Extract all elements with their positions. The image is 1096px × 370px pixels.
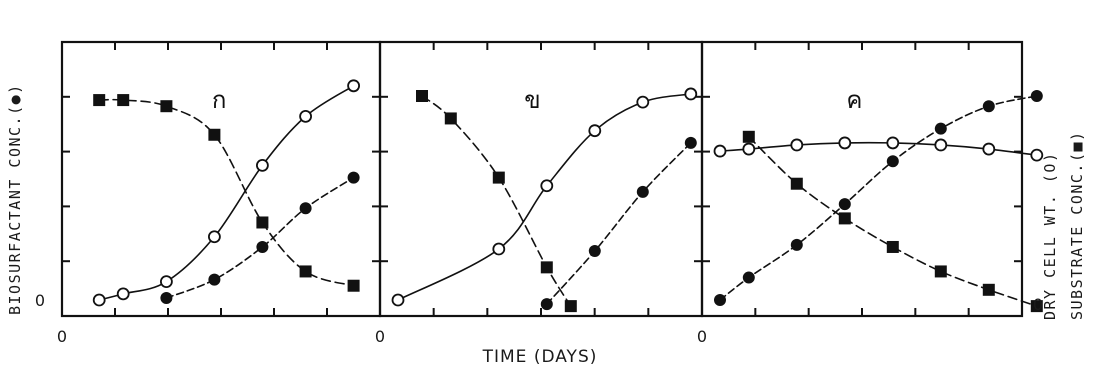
data-point-open-circle	[742, 142, 756, 156]
data-point-filled-circle	[982, 100, 995, 113]
data-point-open-circle	[540, 179, 554, 193]
data-point-open-circle	[636, 95, 650, 109]
data-point-open-circle	[684, 87, 698, 101]
data-point-open-circle	[255, 158, 269, 172]
data-point-open-circle	[159, 275, 173, 289]
data-point-open-circle	[588, 124, 602, 138]
series-line-open-circle	[98, 85, 355, 301]
data-point-open-circle	[207, 230, 221, 244]
data-point-open-circle	[934, 138, 948, 152]
data-point-open-circle	[982, 142, 996, 156]
data-point-square	[982, 283, 995, 296]
data-point-square	[886, 240, 899, 253]
data-point-open-circle	[838, 136, 852, 150]
data-point-square	[838, 212, 851, 225]
data-point-open-circle	[116, 287, 130, 301]
x-origin-label: 0	[375, 327, 385, 346]
series-line-filled-circle	[719, 95, 1038, 301]
data-point-filled-circle	[636, 185, 649, 198]
panel-frame	[60, 40, 382, 318]
y-origin-label-right: 0	[1033, 295, 1043, 314]
data-point-open-circle	[713, 144, 727, 158]
data-point-filled-circle	[886, 155, 899, 168]
panel-label: ข	[524, 86, 540, 114]
data-point-square	[160, 100, 173, 113]
series-line-filled-square	[421, 95, 572, 307]
data-point-filled-circle	[588, 245, 601, 258]
data-point-filled-circle	[256, 240, 269, 253]
data-point-filled-circle	[347, 171, 360, 184]
data-point-open-circle	[347, 79, 361, 93]
x-origin-label: 0	[57, 327, 67, 346]
data-point-open-circle	[92, 293, 106, 307]
data-point-square	[416, 90, 428, 102]
data-point-square	[540, 261, 553, 274]
data-point-square	[208, 128, 221, 141]
data-point-filled-circle	[684, 136, 697, 149]
data-point-filled-circle	[160, 291, 173, 304]
data-point-filled-circle	[299, 202, 312, 215]
data-point-square	[564, 300, 577, 313]
data-point-square	[444, 112, 457, 125]
y-origin-label-left: 0	[35, 291, 45, 310]
panel-1: 0ก	[57, 40, 382, 346]
data-point-filled-circle	[790, 238, 803, 251]
data-point-square	[117, 94, 130, 107]
x-axis-label: TIME (DAYS)	[482, 347, 598, 367]
series-line-filled-square	[98, 98, 355, 287]
data-point-square	[299, 265, 312, 278]
y-axis-label-left: BIOSURFACTANT CONC.(●)	[6, 83, 24, 315]
data-point-open-circle	[790, 138, 804, 152]
panel-frame	[378, 40, 704, 318]
data-point-filled-circle	[838, 198, 851, 211]
data-point-filled-circle	[742, 271, 755, 284]
panel-3: 0ค	[697, 40, 1044, 346]
y-axis-label-right-dry-cell: DRY CELL WT. (O)	[1041, 152, 1059, 321]
data-point-square	[347, 279, 360, 292]
data-point-filled-circle	[208, 273, 221, 286]
data-point-square	[934, 265, 947, 278]
data-point-square	[256, 216, 269, 229]
data-point-filled-circle	[934, 122, 947, 135]
data-point-square	[93, 94, 106, 107]
data-point-open-circle	[299, 110, 313, 123]
y-axis-label-right-substrate: SUBSTRATE CONC.(■)	[1068, 130, 1086, 320]
data-point-open-circle	[492, 242, 506, 256]
panel-label: ค	[846, 86, 862, 114]
series-line-filled-circle	[546, 142, 692, 305]
data-point-square	[1030, 300, 1043, 313]
data-point-square	[790, 177, 803, 190]
panel-label: ก	[212, 86, 227, 114]
data-point-square	[492, 171, 505, 184]
data-point-open-circle	[391, 293, 405, 307]
data-point-square	[742, 130, 755, 143]
data-point-filled-circle	[714, 294, 726, 306]
data-point-filled-circle	[1030, 90, 1043, 102]
data-point-filled-circle	[540, 298, 553, 311]
x-origin-label: 0	[697, 327, 707, 346]
data-point-open-circle	[1030, 148, 1044, 162]
panel-2: 0ข	[375, 40, 704, 346]
data-point-open-circle	[886, 136, 900, 150]
